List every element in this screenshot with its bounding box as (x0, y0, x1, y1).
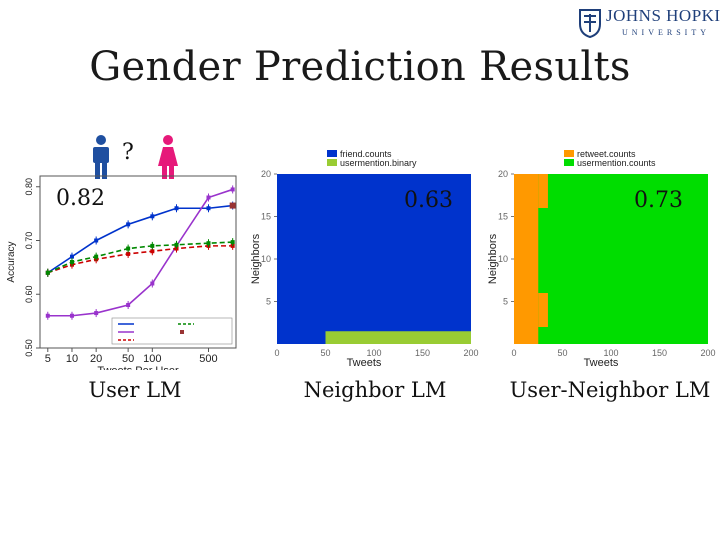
x-tick-label: 150 (415, 348, 430, 358)
series-line-3 (47, 241, 233, 274)
male-figure-icon (93, 135, 109, 179)
legend-label: usermention.counts (577, 158, 656, 168)
x-tick-label: 0 (274, 348, 279, 358)
x-tick-label: 200 (463, 348, 478, 358)
panel-label-user-neighbor-lm: User-Neighbor LM (509, 378, 711, 402)
legend-swatch (564, 159, 574, 166)
y-tick-label: 20 (261, 169, 271, 179)
x-tick-label: 50 (557, 348, 567, 358)
x-tick-label: 5 (45, 353, 51, 365)
question-mark: ? (122, 140, 134, 165)
x-axis-label: Tweets (347, 357, 382, 369)
y-tick-label: 5 (503, 297, 508, 307)
legend-label: friend.counts (340, 149, 392, 159)
y-tick-label: 0.60 (24, 285, 34, 303)
johns-hopkins-logo: JOHNS HOPKINS UNIVERSITY (576, 6, 720, 42)
panel-label-user-lm: User LM (88, 378, 182, 402)
series-line-1 (47, 188, 233, 317)
x-tick-label: 50 (122, 353, 134, 365)
score-user-lm: 0.82 (56, 186, 105, 211)
y-tick-label: 10 (261, 254, 271, 264)
legend-label: retweet.counts (577, 149, 636, 159)
x-tick-label: 200 (700, 348, 715, 358)
legend-label: usermention.binary (340, 158, 417, 168)
legend-swatch (564, 150, 574, 157)
logo-subtitle: UNIVERSITY (622, 28, 710, 37)
heatmap-region (325, 331, 471, 344)
y-tick-label: 15 (261, 212, 271, 222)
x-tick-label: 500 (199, 353, 217, 365)
y-axis-label: Accuracy (6, 241, 17, 282)
logo-wordmark: JOHNS HOPKINS (606, 6, 720, 25)
x-axis-label: Tweets Per User (97, 365, 179, 370)
university-shield-icon (579, 9, 601, 38)
series-line-0 (47, 204, 233, 274)
heatmap-region (514, 174, 539, 344)
slide-title: Gender Prediction Results (89, 44, 631, 90)
y-tick-label: 15 (498, 212, 508, 222)
x-tick-label: 100 (603, 348, 618, 358)
legend-swatch (327, 150, 337, 157)
female-figure-icon (158, 135, 178, 179)
x-tick-label: 50 (320, 348, 330, 358)
x-tick-label: 150 (652, 348, 667, 358)
extra-data-point (229, 202, 236, 209)
y-tick-label: 0.70 (24, 232, 34, 250)
panel-label-neighbor-lm: Neighbor LM (303, 378, 447, 402)
y-tick-label: 20 (498, 169, 508, 179)
y-tick-label: 0.80 (24, 178, 34, 196)
y-tick-label: 5 (266, 297, 271, 307)
series-line-2 (47, 245, 233, 274)
heatmap-region (538, 293, 548, 327)
score-user-neighbor-lm: 0.73 (634, 188, 683, 213)
heatmap-region (538, 174, 548, 208)
x-tick-label: 0 (511, 348, 516, 358)
legend-swatch (327, 159, 337, 166)
y-tick-label: 10 (498, 254, 508, 264)
y-tick-label: 0.50 (24, 339, 34, 357)
x-tick-label: 10 (66, 353, 78, 365)
heatmap-region (277, 174, 471, 344)
legend-swatch (180, 330, 184, 334)
plot-frame (39, 175, 237, 349)
x-tick-label: 100 (143, 353, 161, 365)
y-axis-label: Neighbors (487, 233, 499, 284)
x-axis-label: Tweets (584, 357, 619, 369)
y-axis-label: Neighbors (250, 233, 262, 284)
score-neighbor-lm: 0.63 (404, 188, 453, 213)
x-tick-label: 20 (90, 353, 102, 365)
legend-box (111, 317, 233, 345)
user-lm-accuracy-chart: 5 10 20 50 100 500 0.50 0.60 0.70 0.80 Tweets Per … (6, 175, 237, 370)
x-tick-label: 100 (366, 348, 381, 358)
